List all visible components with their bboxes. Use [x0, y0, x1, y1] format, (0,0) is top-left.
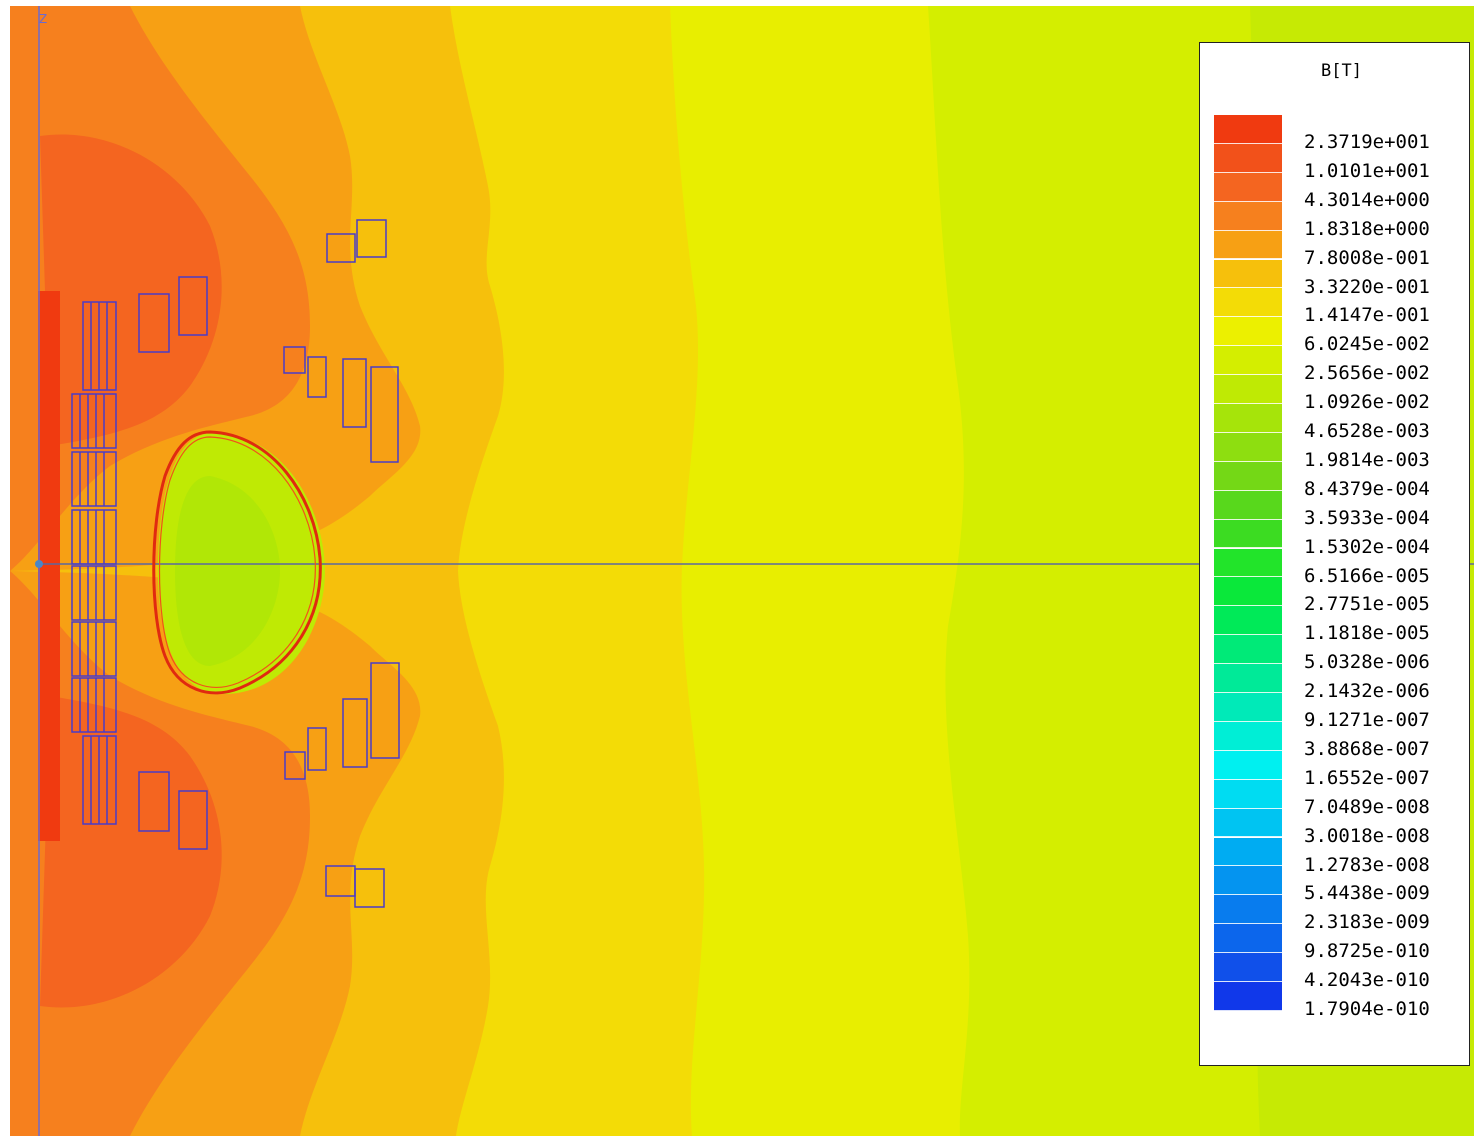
- legend-swatch: [1214, 490, 1282, 520]
- legend-swatch: [1214, 953, 1282, 982]
- legend-label: 7.0489e-008: [1304, 795, 1430, 818]
- legend-swatch: [1214, 317, 1282, 347]
- legend-label: 9.8725e-010: [1304, 940, 1430, 963]
- legend-swatch: [1214, 432, 1282, 462]
- pf-coil: [178, 276, 208, 336]
- pf-coil: [370, 662, 400, 759]
- legend-label: 1.0926e-002: [1304, 391, 1430, 414]
- legend-swatch: [1214, 577, 1282, 607]
- legend-label: 5.0328e-006: [1304, 651, 1430, 674]
- legend-label: 1.9814e-003: [1304, 448, 1430, 471]
- legend-label: 1.7904e-010: [1304, 998, 1430, 1020]
- legend-swatch: [1214, 779, 1282, 809]
- legend-label: 1.6552e-007: [1304, 766, 1430, 789]
- pf-coil: [138, 293, 170, 353]
- plasma-inner-green: [175, 476, 280, 666]
- legend-swatch: [1214, 346, 1282, 376]
- legend-swatch: [1214, 230, 1282, 260]
- plasma-boundary: [152, 430, 322, 695]
- pf-coil: [283, 346, 306, 374]
- legend-title: B[T]: [1321, 61, 1362, 81]
- legend-swatch: [1214, 837, 1282, 867]
- color-legend: B[T] 2.3719e+001 1.0101e+001 4.3014e+000 1.…: [1199, 42, 1470, 1066]
- legend-swatch: [1214, 693, 1282, 722]
- legend-swatch: [1214, 461, 1282, 491]
- legend-swatch: [1214, 201, 1282, 231]
- legend-swatch: [1214, 866, 1282, 896]
- legend-swatch: [1214, 115, 1282, 144]
- legend-label: 1.4147e-001: [1304, 304, 1430, 327]
- pf-coil: [342, 358, 367, 428]
- legend-swatch: [1214, 606, 1282, 636]
- legend-swatch: [1214, 259, 1282, 289]
- pf-coil: [307, 727, 327, 771]
- legend-label: 1.0101e+001: [1304, 159, 1430, 182]
- field-band-deep-orange-upper: [40, 134, 222, 446]
- pf-coil: [370, 366, 399, 463]
- legend-label: 2.5656e-002: [1304, 362, 1430, 385]
- legend-swatch: [1214, 895, 1282, 925]
- legend-swatch: [1214, 172, 1282, 202]
- z-axis-label: Z: [39, 12, 48, 26]
- poloidal-field-coils: [138, 219, 400, 908]
- legend-label: 4.3014e+000: [1304, 188, 1430, 211]
- legend-label: 7.8008e-001: [1304, 246, 1430, 269]
- legend-label: 2.1432e-006: [1304, 680, 1430, 703]
- pf-coil: [307, 356, 327, 398]
- legend-swatch: [1214, 548, 1282, 578]
- legend-label: 5.4438e-009: [1304, 882, 1430, 905]
- legend-label: 8.4379e-004: [1304, 477, 1430, 500]
- legend-label: 3.0018e-008: [1304, 824, 1430, 847]
- legend-label: 6.5166e-005: [1304, 564, 1430, 587]
- legend-swatch: [1214, 404, 1282, 433]
- legend-label: 1.5302e-004: [1304, 535, 1430, 558]
- legend-swatch: [1214, 635, 1282, 665]
- legend-swatch: [1214, 808, 1282, 838]
- legend-swatch: [1214, 664, 1282, 693]
- legend-color-bar: [1214, 115, 1282, 1038]
- legend-label: 1.2783e-008: [1304, 853, 1430, 876]
- legend-label: 1.1818e-005: [1304, 622, 1430, 645]
- legend-swatch: [1214, 750, 1282, 780]
- legend-label: 1.8318e+000: [1304, 217, 1430, 240]
- legend-swatch: [1214, 375, 1282, 404]
- legend-swatch: [1214, 924, 1282, 954]
- central-solenoid-coils: [71, 301, 117, 825]
- legend-label: 3.3220e-001: [1304, 275, 1430, 298]
- field-band-deep-orange-lower: [40, 696, 222, 1008]
- legend-label: 2.3719e+001: [1304, 131, 1430, 153]
- legend-label: 2.7751e-005: [1304, 593, 1430, 616]
- plasma-boundary-inner: [158, 436, 316, 688]
- pf-coil: [178, 790, 208, 850]
- axis-origin-marker: [35, 560, 43, 568]
- legend-swatch: [1214, 982, 1282, 1011]
- pf-coil: [138, 771, 170, 832]
- legend-label: 3.8868e-007: [1304, 737, 1430, 760]
- legend-label: 3.5933e-004: [1304, 506, 1430, 529]
- legend-swatch: [1214, 721, 1282, 751]
- legend-swatch: [1214, 288, 1282, 318]
- legend-label: 4.2043e-010: [1304, 969, 1430, 992]
- legend-swatch: [1214, 519, 1282, 549]
- legend-label: 2.3183e-009: [1304, 911, 1430, 934]
- pf-coil: [354, 868, 385, 908]
- legend-label: 6.0245e-002: [1304, 333, 1430, 356]
- pf-coil: [284, 751, 306, 780]
- legend-label: 4.6528e-003: [1304, 420, 1430, 442]
- legend-label: 9.1271e-007: [1304, 709, 1430, 731]
- pf-coil: [342, 698, 368, 768]
- pf-coil: [326, 233, 356, 263]
- legend-swatch: [1214, 143, 1282, 173]
- pf-coil: [356, 219, 387, 258]
- central-solenoid-field: [38, 291, 60, 841]
